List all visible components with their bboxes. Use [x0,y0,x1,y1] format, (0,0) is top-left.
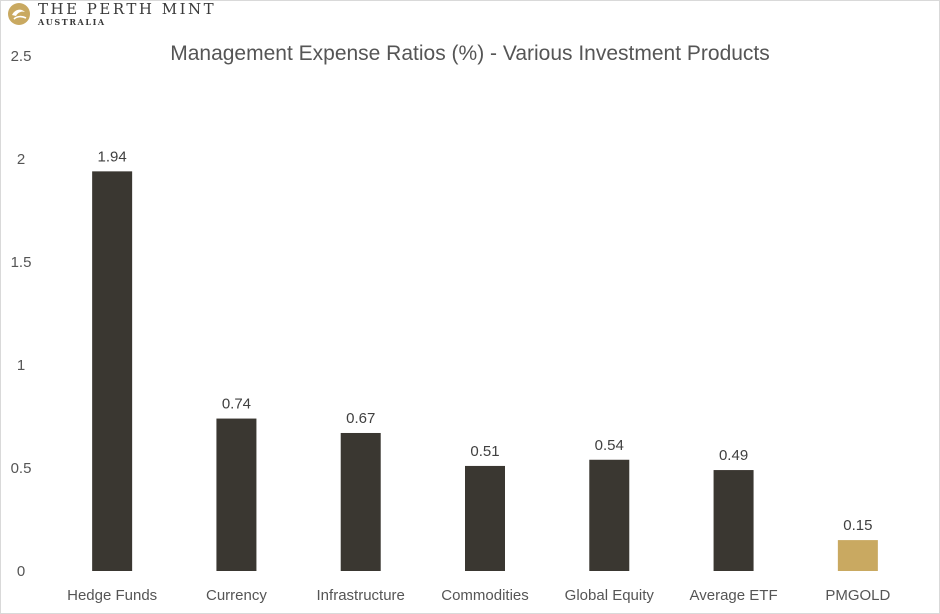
x-tick-label: PMGOLD [825,587,890,604]
y-tick-label: 0.5 [11,460,32,477]
swan-logo-icon [8,3,30,25]
x-axis: Hedge Funds Currency Infrastructure Commodi… [67,587,890,604]
x-tick-label: Global Equity [565,587,655,604]
y-axis: 0 0.5 1 1.5 2 2.5 [11,48,32,580]
bars: 1.94 0.74 0.67 0.51 0.54 0.49 0.15 [92,148,878,572]
y-tick-label: 0 [17,563,25,580]
bar-hedge-funds [92,171,133,572]
data-label: 0.51 [470,443,499,460]
bar-commodities [465,465,505,571]
data-label: 0.15 [843,517,872,534]
x-tick-label: Commodities [441,587,529,604]
data-label: 1.94 [98,148,127,165]
chart-title: Management Expense Ratios (%) - Various … [170,42,770,65]
bar-global-equity [589,459,630,571]
bar-pmgold [837,540,878,571]
bar-currency [216,418,257,571]
y-tick-label: 1 [17,357,25,374]
x-tick-label: Infrastructure [317,587,405,604]
data-label: 0.49 [719,447,748,464]
brand-name: THE PERTH MINT [38,0,217,18]
bar-infrastructure [340,432,381,571]
data-label: 0.67 [346,410,375,427]
data-label: 0.54 [595,437,624,454]
y-tick-label: 2.5 [11,48,32,65]
x-tick-label: Average ETF [690,587,778,604]
data-label: 0.74 [222,396,251,413]
perth-mint-logo: THE PERTH MINT AUSTRALIA [6,0,216,28]
bar-average-etf [713,470,754,571]
y-tick-label: 2 [17,151,25,168]
x-tick-label: Currency [206,587,267,604]
y-tick-label: 1.5 [11,254,32,271]
brand-subtitle: AUSTRALIA [38,17,106,27]
x-tick-label: Hedge Funds [67,587,157,604]
